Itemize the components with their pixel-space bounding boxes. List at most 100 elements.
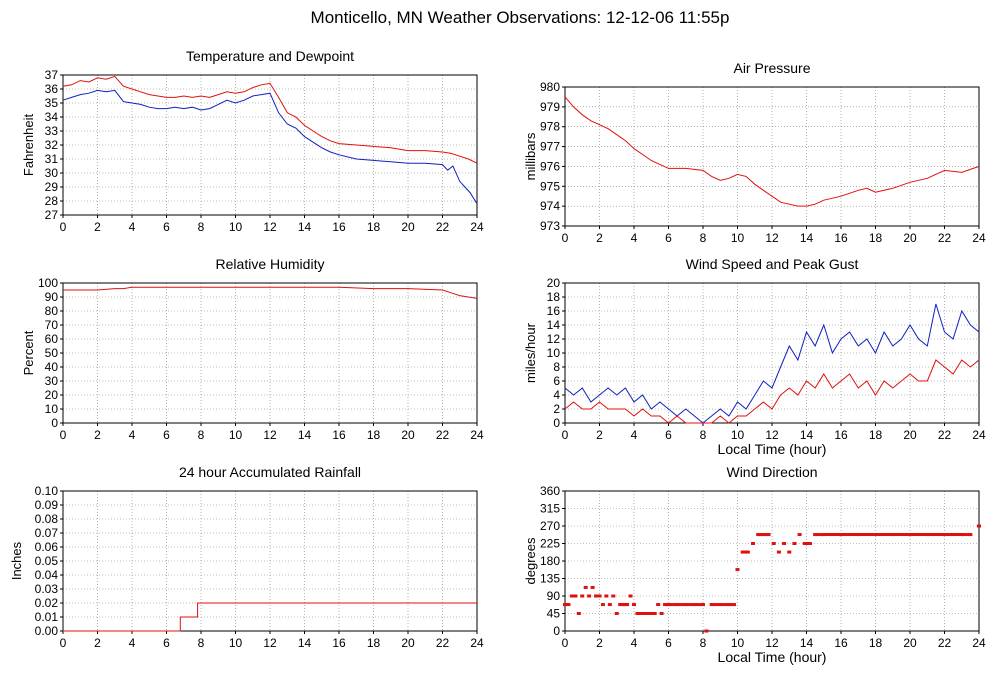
temp-series-1-line: [62, 89, 478, 205]
wind-ytick-label: 16: [547, 304, 561, 318]
wind-ytick-label: 20: [547, 276, 561, 290]
direction-xtick-label: 12: [765, 636, 779, 650]
rain-ylabel: Inches: [9, 541, 24, 580]
wind-xtick-label: 24: [972, 428, 986, 442]
direction-point: [751, 542, 756, 545]
direction-xlabel: Local Time (hour): [718, 649, 827, 665]
direction-xtick-label: 20: [903, 636, 917, 650]
rain-ytick-label: 0.08: [35, 512, 59, 526]
direction-point: [776, 550, 781, 554]
rain-series-0-line: [63, 602, 477, 632]
humidity-xtick-label: 2: [94, 428, 101, 442]
temp-xtick-label: 2: [94, 220, 101, 234]
wind-series-0-line: [564, 303, 980, 424]
rain-xtick-label: 14: [298, 636, 312, 650]
pressure-xtick-label: 6: [665, 231, 672, 245]
direction-point: [576, 612, 581, 615]
direction-ytick-label: 45: [547, 607, 561, 621]
humidity-xtick-label: 24: [470, 428, 484, 442]
wind-xlabel: Local Time (hour): [718, 441, 827, 457]
rain-ytick-label: 0.04: [35, 568, 59, 582]
temp-xtick-label: 22: [436, 220, 450, 234]
direction-xtick-label: 16: [834, 636, 848, 650]
humidity-ytick-label: 100: [38, 276, 58, 290]
direction-xtick-label: 18: [869, 636, 883, 650]
direction-ytick-label: 360: [540, 484, 560, 498]
rain-xtick-label: 8: [198, 636, 205, 650]
wind-xtick-label: 6: [665, 428, 672, 442]
pressure-ytick-label: 976: [540, 159, 560, 173]
direction-xtick-label: 24: [972, 636, 986, 650]
temp-ytick-label: 31: [45, 152, 59, 166]
wind-xtick-label: 0: [562, 428, 569, 442]
wind-xtick-label: 2: [596, 428, 603, 442]
rain-xtick-label: 0: [60, 636, 67, 650]
humidity-xtick-label: 4: [129, 428, 136, 442]
temp-ytick-label: 27: [45, 208, 59, 222]
pressure-series-0-line: [564, 96, 980, 207]
pressure-xtick-label: 18: [869, 231, 883, 245]
wind-ytick-label: 12: [547, 332, 561, 346]
pressure-xtick-label: 16: [834, 231, 848, 245]
temp-ytick-label: 34: [45, 110, 59, 124]
direction-ylabel: degrees: [523, 537, 538, 584]
direction-point: [787, 550, 792, 554]
direction-title: Wind Direction: [726, 464, 817, 480]
direction-point: [611, 594, 616, 598]
temp-ytick-label: 35: [45, 96, 59, 110]
wind-ytick-label: 0: [553, 416, 560, 430]
humidity-ytick-label: 20: [45, 388, 59, 402]
direction-xtick-label: 0: [562, 636, 569, 650]
direction-point: [659, 612, 664, 615]
humidity-ytick-label: 50: [45, 346, 59, 360]
temp-title: Temperature and Dewpoint: [186, 48, 354, 64]
temp-xtick-label: 18: [367, 220, 381, 234]
pressure-ytick-label: 977: [540, 140, 560, 154]
temp-xtick-label: 4: [129, 220, 136, 234]
direction-point: [735, 568, 740, 572]
pressure-xtick-label: 0: [562, 231, 569, 245]
humidity-ytick-label: 10: [45, 402, 59, 416]
wind-ytick-label: 8: [553, 360, 560, 374]
direction-point: [792, 542, 797, 545]
wind-xtick-label: 14: [800, 428, 814, 442]
pressure-xtick-label: 10: [731, 231, 745, 245]
pressure-ytick-label: 980: [540, 80, 560, 94]
rain-xtick-label: 12: [263, 636, 277, 650]
pressure-title: Air Pressure: [733, 60, 810, 76]
rain-title: 24 hour Accumulated Rainfall: [179, 464, 361, 480]
pressure-ytick-label: 975: [540, 179, 560, 193]
humidity-series-0-line: [63, 286, 478, 299]
rain-xtick-label: 6: [163, 636, 170, 650]
humidity-xtick-label: 0: [60, 428, 67, 442]
wind-ylabel: miles/hour: [523, 322, 538, 383]
temp-ytick-label: 29: [45, 180, 59, 194]
rain-ytick-label: 0.01: [35, 610, 59, 624]
wind-ytick-label: 10: [547, 346, 561, 360]
pressure-xtick-label: 22: [938, 231, 952, 245]
temp-ytick-label: 32: [45, 138, 59, 152]
wind-ytick-label: 18: [547, 290, 561, 304]
direction-ytick-label: 315: [540, 502, 560, 516]
rain-xtick-label: 24: [470, 636, 484, 650]
temp-xtick-label: 0: [60, 220, 67, 234]
direction-point: [797, 533, 802, 537]
humidity-xtick-label: 10: [229, 428, 243, 442]
pressure-xtick-label: 2: [596, 231, 603, 245]
rain-ytick-label: 0.09: [35, 498, 59, 512]
humidity-ytick-label: 70: [45, 318, 59, 332]
humidity-ytick-label: 80: [45, 304, 59, 318]
humidity-title: Relative Humidity: [216, 256, 325, 272]
temp-xtick-label: 20: [401, 220, 415, 234]
wind-ytick-label: 2: [553, 402, 560, 416]
rain-xtick-label: 2: [94, 636, 101, 650]
direction-point: [704, 629, 709, 633]
direction-point: [628, 594, 633, 598]
direction-ytick-label: 135: [540, 572, 560, 586]
rain-ytick-label: 0.00: [35, 624, 59, 638]
temp-xtick-label: 16: [332, 220, 346, 234]
rain-xtick-label: 4: [129, 636, 136, 650]
pressure-ytick-label: 973: [540, 219, 560, 233]
